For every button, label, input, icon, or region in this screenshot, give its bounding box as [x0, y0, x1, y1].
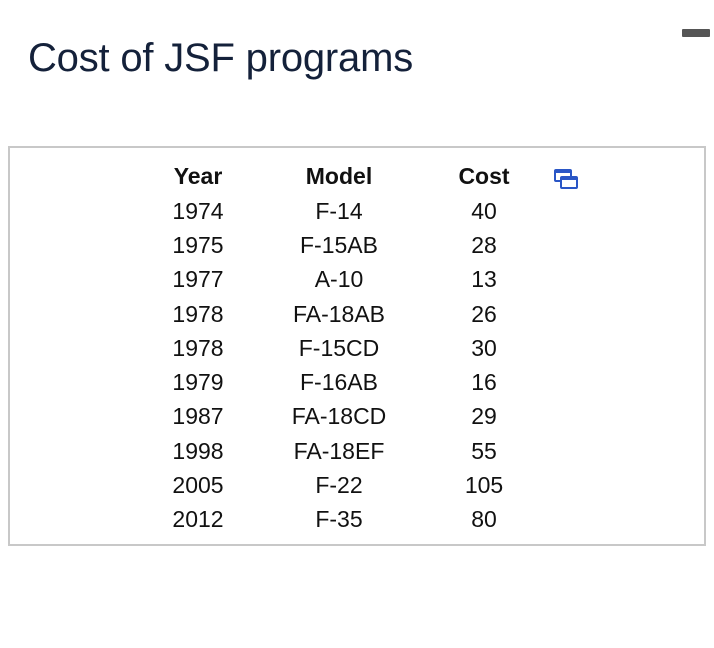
- cell-cost: 13: [471, 266, 497, 293]
- cell-cost: 40: [471, 197, 497, 224]
- cell-year: 1987: [172, 403, 224, 430]
- cell-year: 1974: [172, 197, 224, 224]
- table-row: 1978 FA-18AB 26: [146, 297, 540, 331]
- column-header-cost: Cost: [458, 162, 510, 189]
- table-row: 1975 F-15AB 28: [146, 228, 540, 262]
- cell-model: F-14: [315, 197, 363, 224]
- data-table-panel: Year Model Cost 1974 F-14 40 1975 F-15AB…: [8, 146, 706, 546]
- cell-cost: 30: [471, 334, 497, 361]
- cell-year: 2012: [172, 506, 224, 533]
- cell-model: F-15AB: [300, 231, 378, 258]
- cell-year: 1977: [172, 266, 224, 293]
- cell-year: 1975: [172, 231, 224, 258]
- page-title: Cost of JSF programs: [28, 36, 414, 80]
- cell-cost: 80: [471, 506, 497, 533]
- table-row: 1978 F-15CD 30: [146, 331, 540, 365]
- column-header-model: Model: [305, 162, 373, 189]
- data-table: Year Model Cost 1974 F-14 40 1975 F-15AB…: [146, 158, 540, 537]
- cell-model: FA-18CD: [291, 403, 387, 430]
- cell-model: FA-18AB: [292, 300, 386, 327]
- cell-cost: 28: [471, 231, 497, 258]
- cell-cost: 26: [471, 300, 497, 327]
- table-row: 1974 F-14 40: [146, 194, 540, 228]
- copy-icon[interactable]: [553, 166, 579, 192]
- column-header-year: Year: [173, 162, 223, 189]
- cell-model: F-16AB: [300, 369, 378, 396]
- table-row: 1987 FA-18CD 29: [146, 400, 540, 434]
- table-row: 1977 A-10 13: [146, 263, 540, 297]
- table-row: 2005 F-22 105: [146, 468, 540, 502]
- cell-cost: 105: [464, 472, 504, 499]
- cell-model: F-22: [315, 472, 363, 499]
- cell-model: A-10: [314, 266, 364, 293]
- table-row: 2012 F-35 80: [146, 503, 540, 537]
- cell-year: 1979: [172, 369, 224, 396]
- table-row: 1998 FA-18EF 55: [146, 434, 540, 468]
- cell-year: 1978: [172, 300, 224, 327]
- cell-cost: 16: [471, 369, 497, 396]
- cell-year: 2005: [172, 472, 224, 499]
- cell-year: 1978: [172, 334, 224, 361]
- cell-model: F-35: [315, 506, 363, 533]
- table-row: 1979 F-16AB 16: [146, 365, 540, 399]
- cell-year: 1998: [172, 437, 224, 464]
- table-header-row: Year Model Cost: [146, 158, 540, 194]
- cell-model: FA-18EF: [293, 437, 385, 464]
- cell-model: F-15CD: [298, 334, 380, 361]
- minimize-icon[interactable]: [682, 29, 710, 37]
- cell-cost: 29: [471, 403, 497, 430]
- cell-cost: 55: [471, 437, 497, 464]
